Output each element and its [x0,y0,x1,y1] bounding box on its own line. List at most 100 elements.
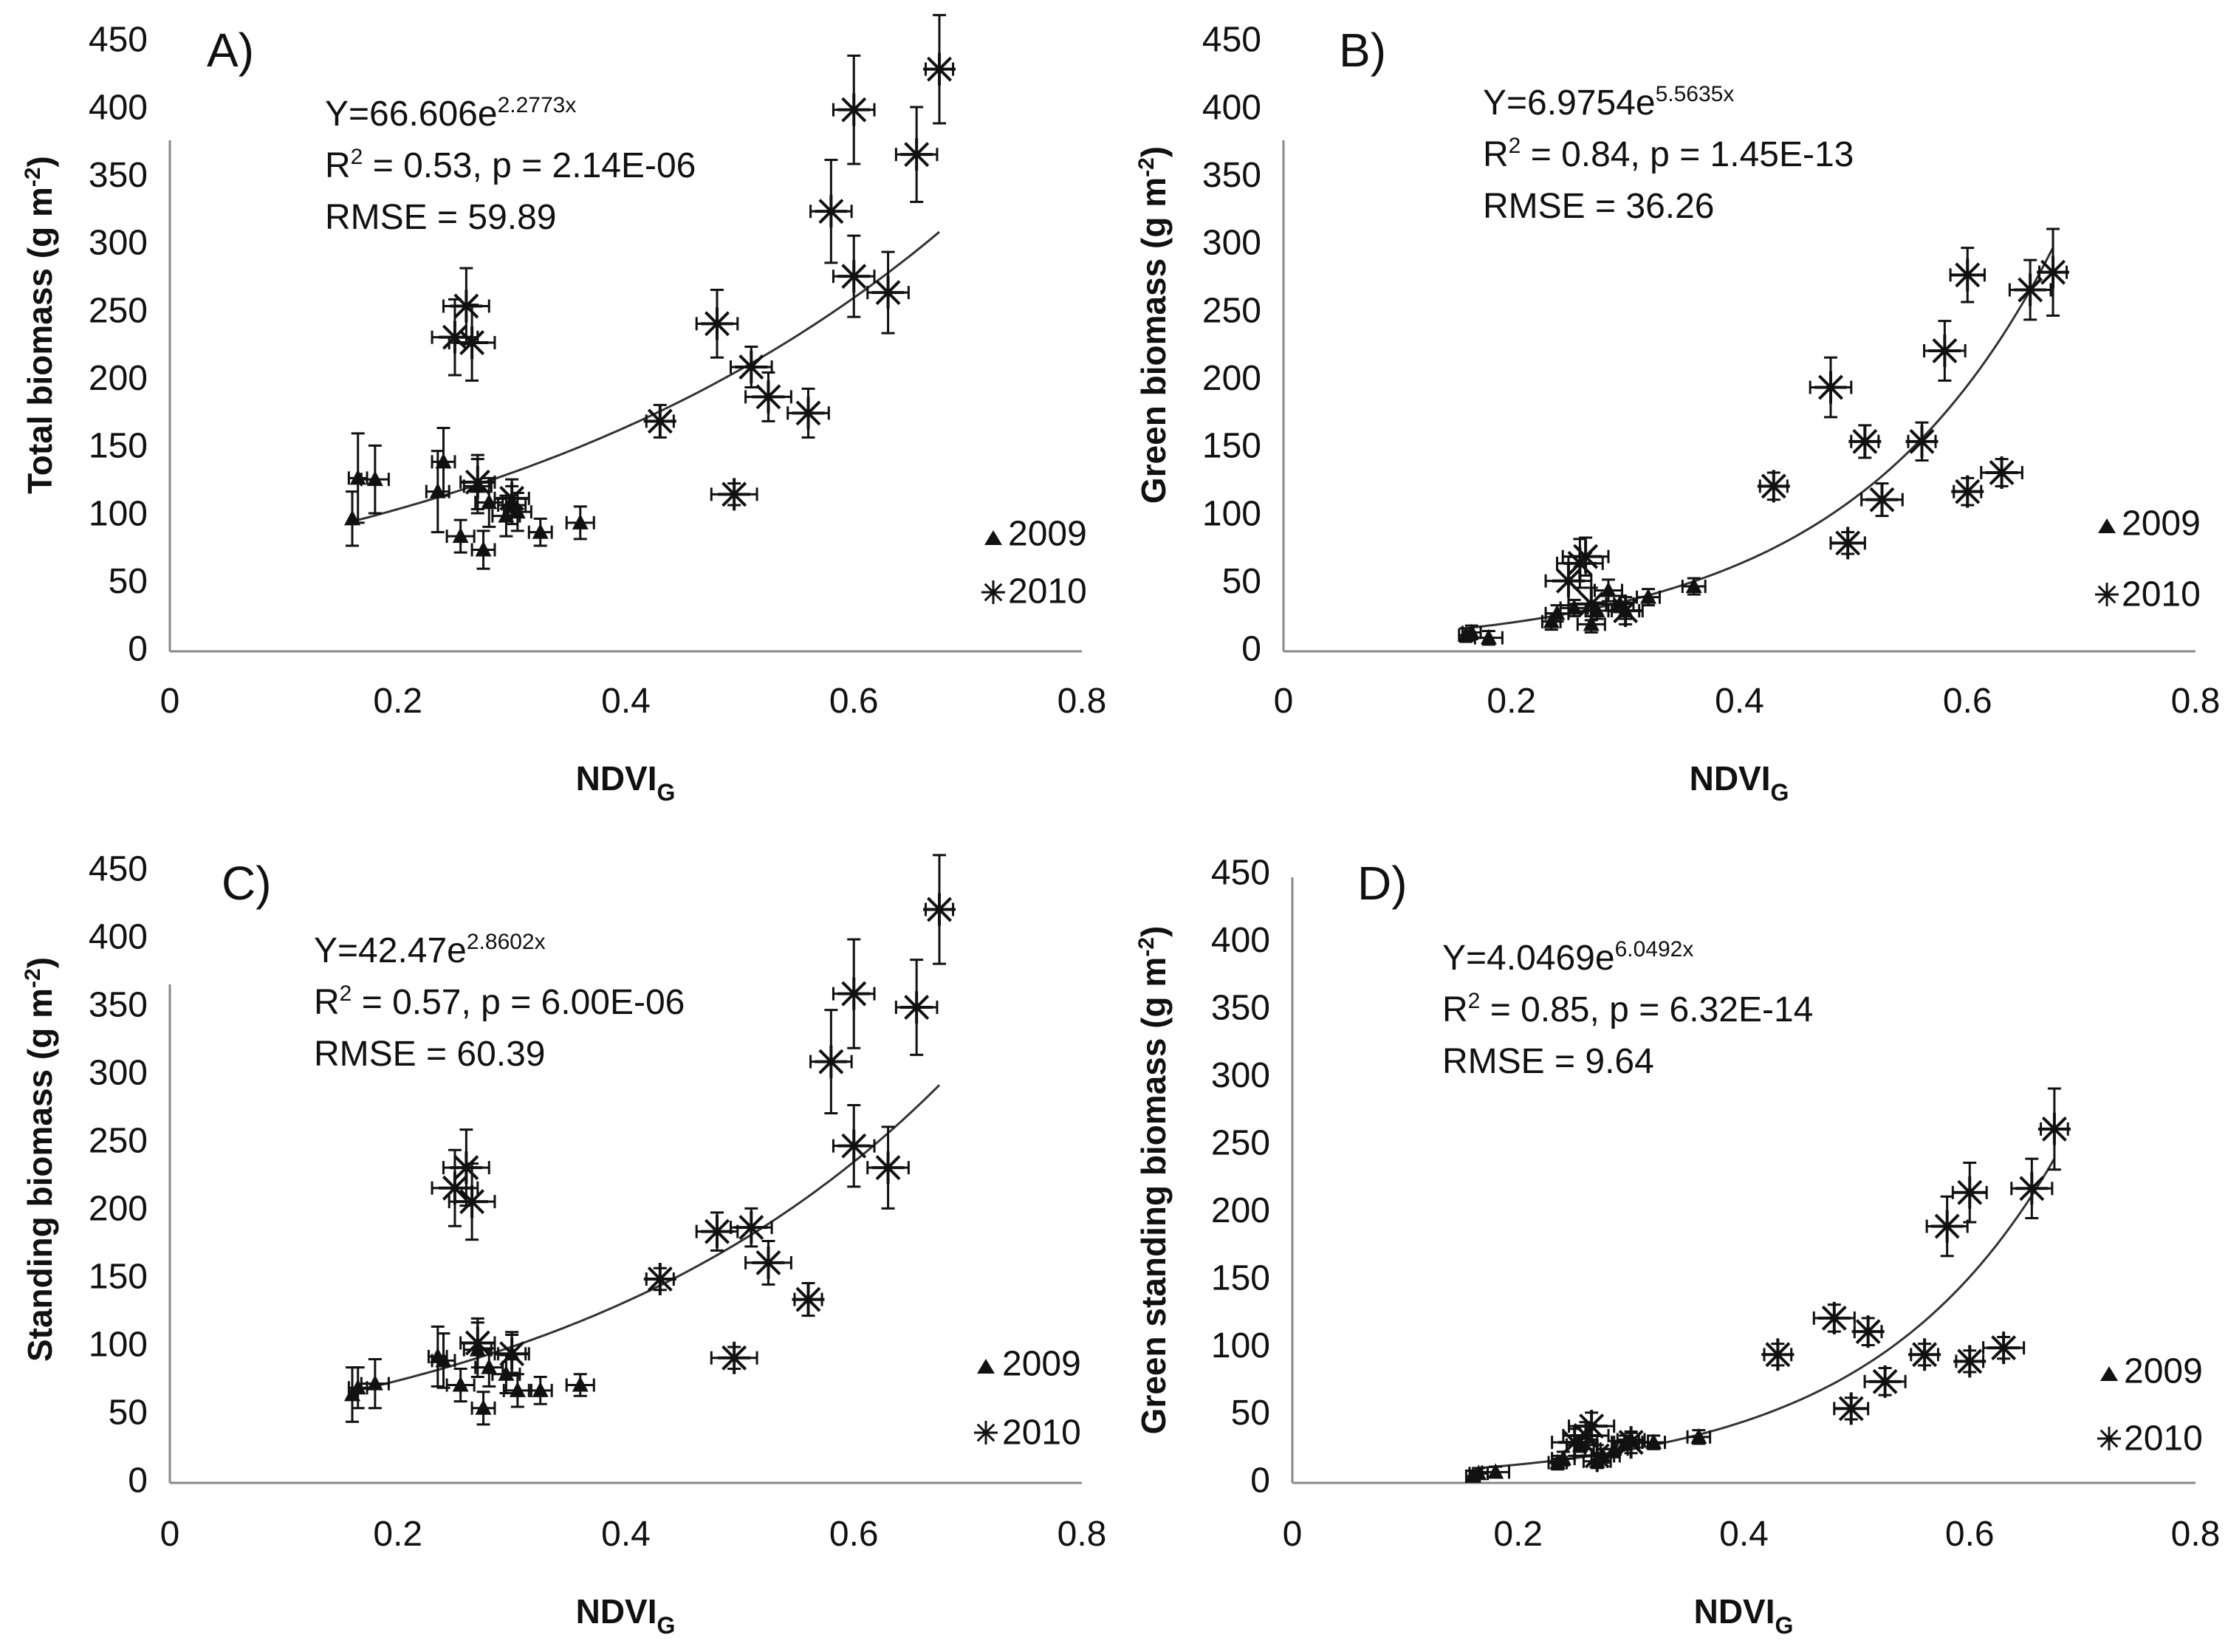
point-2010 [496,1337,529,1371]
x-axis-title-main: NDVI [576,759,657,798]
point-2010 [1930,1210,1964,1243]
x-tick-label: 0.6 [829,682,879,721]
point-2010 [701,307,733,340]
r2-p-value: R2 = 0.57, p = 6.00E-06 [314,981,685,1022]
equation-exponent: 6.0492x [1615,937,1694,962]
point-2009 [572,513,589,529]
axes [1291,877,2196,1484]
point-2010 [792,397,825,430]
y-tick-label: 350 [89,986,148,1025]
point-2009 [532,523,549,539]
legend: 2009 2010 [2095,504,2201,614]
y-tick-label: 100 [1211,1326,1270,1365]
point-2010 [701,1215,733,1248]
point-2009 [452,527,469,544]
point-2010 [1614,1426,1648,1459]
point-2010 [1865,483,1899,516]
regression-equation: Y=6.9754e5.5635x [1483,82,1734,123]
r2-text: = 0.84, p = 1.45E-13 [1521,135,1854,174]
x-axis-title: NDVIG [1694,1592,1794,1639]
point-2010 [837,1129,871,1162]
point-2010 [1868,1365,1902,1398]
x-tick-label: 0.2 [373,1515,422,1554]
x-tick-label: 0.6 [1945,1515,1995,1554]
r2-text: = 0.57, p = 6.00E-06 [352,983,685,1022]
r2-superscript: 2 [340,981,352,1006]
axes [1282,140,2196,653]
point-2010 [735,1211,768,1244]
chart-svg: 0 50 100 150 200 250 300 350 400 450 0 0.2 0.4 0.6 0.… [1134,21,2221,806]
error-bar [527,1375,553,1405]
x-tick-label: 0.6 [1943,682,1992,721]
y-tick-label: 0 [1241,630,1261,669]
x-tick-label: 0.8 [2171,1515,2221,1554]
y-tick-labels: 0 50 100 150 200 250 300 350 400 450 [89,850,148,1501]
point-2010 [2037,1112,2071,1145]
y-tick-label: 100 [89,494,148,533]
y-tick-label: 250 [1202,291,1261,330]
x-tick-labels: 0 0.2 0.4 0.6 0.8 [1274,682,2221,721]
x-tick-label: 0.2 [1487,682,1536,721]
equation-base: Y=4.0469e [1442,939,1615,978]
legend-2009-triangle-icon [2098,518,2116,533]
x-tick-label: 0.4 [1715,682,1764,721]
rmse: RMSE = 9.64 [1442,1042,1654,1081]
point-2010 [752,1246,785,1279]
x-tick-label: 0.8 [2171,682,2221,721]
r2-text: = 0.53, p = 2.14E-06 [363,146,696,185]
legend-2010-asterisk-icon [974,1421,998,1444]
y-tick-label: 100 [89,1326,148,1365]
y-tick-label: 300 [1211,1056,1270,1095]
y-tick-label: 150 [1211,1258,1270,1298]
point-2010 [1905,425,1939,458]
chart-panel-a: 0 50 100 150 200 250 300 350 400 450 0 0.2 0.4 0.6 0.… [0,0,1114,826]
point-2009 [435,453,452,469]
point-2010 [871,1151,905,1185]
regression-equation: Y=66.606e2.2773x [325,93,576,134]
legend-2010-label: 2010 [2122,575,2201,614]
y-axis-title: Green biomass (g m-2) [1134,146,1173,504]
point-2010 [1580,1439,1614,1473]
axes [168,140,1082,653]
regression-equation: Y=4.0469e6.0492x [1442,937,1693,978]
point-2010 [923,52,956,86]
point-2010 [1951,258,1984,292]
point-2010 [718,478,751,511]
point-2010 [2037,256,2070,289]
y-tick-label: 0 [128,630,148,669]
y-axis-title-superscript: -2 [21,968,45,988]
point-2009 [429,482,446,498]
r2-superscript: 2 [1509,134,1521,158]
point-2010 [1569,540,1603,573]
y-tick-label: 400 [1202,88,1261,127]
point-2009 [435,1351,452,1368]
legend: 2009 2010 [974,1345,1081,1453]
point-2010 [1953,1176,1987,1209]
x-tick-label: 0.2 [373,682,422,721]
y-tick-label: 350 [1202,156,1261,195]
point-2010 [1928,335,1961,367]
point-2010 [735,351,768,383]
point-2009 [481,493,498,510]
point-2010 [450,289,483,323]
panel-label: B) [1339,24,1386,77]
y-tick-label: 50 [109,562,148,601]
legend-2010-label: 2010 [1008,572,1087,611]
point-2010 [837,260,871,293]
y-tick-label: 0 [1250,1461,1270,1501]
x-tick-label: 0.2 [1493,1515,1543,1554]
y-tick-label: 150 [89,427,148,466]
fit-curve [1473,1158,2056,1470]
y-tick-label: 400 [89,88,148,127]
y-tick-label: 300 [89,1054,148,1093]
point-2009 [366,470,383,487]
point-2009 [498,507,515,523]
chart-svg: 0 50 100 150 200 250 300 350 400 450 0 0.2 0.4 0.6 0.… [21,850,1106,1639]
legend-2010-asterisk-icon [981,580,1005,604]
point-2009 [1470,1464,1487,1481]
point-2010 [752,380,785,414]
x-axis-title-subscript: G [1771,779,1789,806]
equation-exponent: 2.2773x [498,93,577,117]
y-tick-label: 0 [128,1461,148,1501]
panel-label: A) [207,24,254,77]
